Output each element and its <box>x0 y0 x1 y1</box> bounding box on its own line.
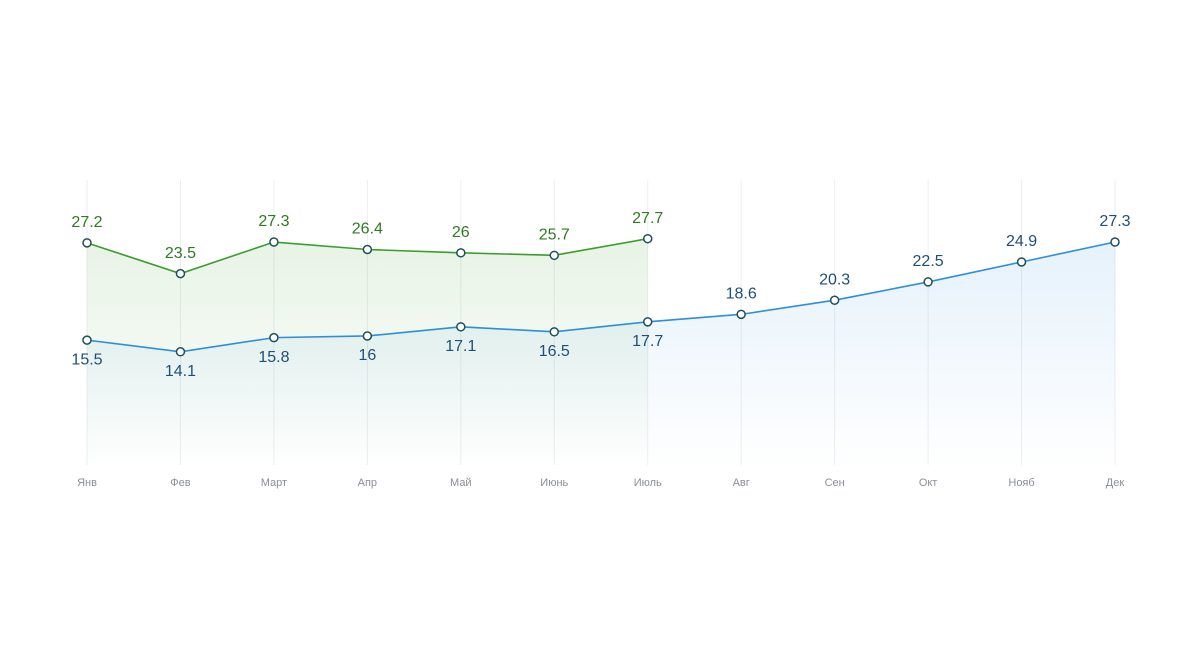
data-label: 27.2 <box>71 214 102 231</box>
x-tick-label: Янв <box>77 477 97 489</box>
point <box>456 248 466 258</box>
data-label: 16 <box>358 347 376 364</box>
data-label: 27.3 <box>258 213 289 230</box>
point <box>456 322 466 332</box>
x-tick-label: Авг <box>733 477 750 489</box>
point <box>923 277 933 287</box>
x-tick-label: Март <box>261 477 287 489</box>
point <box>82 335 92 345</box>
point <box>175 268 186 279</box>
x-tick-label: Май <box>450 477 472 489</box>
data-label: 24.9 <box>1006 233 1037 250</box>
data-label: 27.7 <box>632 210 663 227</box>
point <box>175 347 186 357</box>
point <box>269 237 279 247</box>
x-tick-label: Окт <box>919 477 938 489</box>
data-label: 26 <box>452 224 470 241</box>
point <box>362 244 373 255</box>
data-label: 27.3 <box>1099 213 1130 230</box>
area <box>87 242 1115 469</box>
data-label: 15.5 <box>71 351 102 368</box>
data-label: 20.3 <box>819 271 850 288</box>
point <box>642 233 653 244</box>
x-tick-label: Апр <box>358 477 377 489</box>
x-tick-label: Июнь <box>540 477 568 489</box>
point <box>549 327 560 337</box>
point <box>1016 257 1027 267</box>
data-label: 17.7 <box>632 333 663 350</box>
data-label: 23.5 <box>165 245 196 262</box>
data-label: 18.6 <box>726 286 757 303</box>
point <box>549 250 560 261</box>
x-tick-label: Июль <box>634 477 662 489</box>
x-tick-label: Нояб <box>1008 477 1034 489</box>
data-label: 16.5 <box>539 343 570 360</box>
point <box>736 309 746 320</box>
data-label: 15.8 <box>258 349 289 366</box>
point <box>829 295 840 305</box>
data-label: 14.1 <box>165 363 196 380</box>
point <box>269 332 279 343</box>
x-tick-label: Сен <box>825 477 845 489</box>
data-label: 22.5 <box>913 253 944 270</box>
data-label: 26.4 <box>352 221 383 238</box>
point <box>1110 237 1120 247</box>
line <box>86 241 1116 353</box>
data-label: 17.1 <box>445 338 476 355</box>
point <box>362 331 373 341</box>
x-tick-label: Фев <box>170 477 190 489</box>
point <box>642 317 653 327</box>
point <box>82 238 92 248</box>
x-tick-label: Дек <box>1106 477 1125 489</box>
data-label: 25.7 <box>539 227 570 244</box>
